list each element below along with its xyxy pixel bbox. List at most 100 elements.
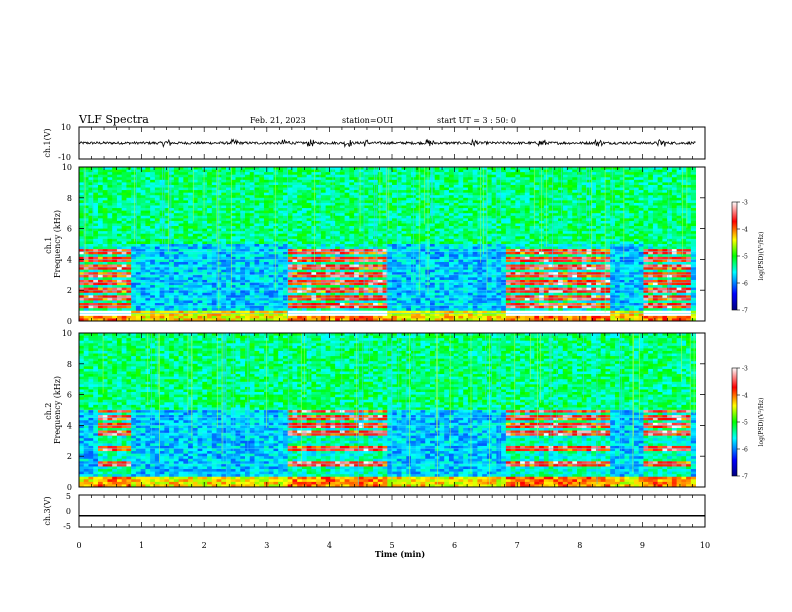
spectrogram-cell xyxy=(93,254,99,258)
spectrogram-cell xyxy=(102,285,108,289)
spectrogram-cell xyxy=(373,226,379,229)
station-label: station=OUI xyxy=(342,116,393,125)
spectrogram-cell xyxy=(240,169,246,173)
spectrogram-cell xyxy=(420,318,426,322)
spectrogram-cell xyxy=(183,195,189,199)
spectrogram-cell xyxy=(230,179,236,183)
spectrogram-cell xyxy=(226,315,232,319)
spectrogram-cell xyxy=(93,264,99,268)
spectrogram-cell xyxy=(79,279,85,283)
spectrogram-cell xyxy=(135,228,142,232)
spectrogram-cell xyxy=(245,195,251,199)
spectrogram-cell xyxy=(387,274,393,278)
spectrogram-cell xyxy=(192,315,198,319)
spectrogram-cell xyxy=(135,220,142,224)
spectrogram-cell xyxy=(311,202,317,206)
spectrogram-cell xyxy=(439,259,445,263)
spectrogram-cell xyxy=(316,210,322,214)
spectrogram-cell xyxy=(150,272,156,276)
spectrogram-cell xyxy=(287,264,293,268)
spectrogram-cell xyxy=(197,315,203,319)
spectrogram-cell xyxy=(406,192,412,196)
spectrogram-cell xyxy=(434,292,440,296)
spectrogram-cell xyxy=(349,236,355,240)
spectrogram-cell xyxy=(249,244,255,247)
spectrogram-cell xyxy=(169,251,175,255)
spectrogram-cell xyxy=(221,172,227,176)
spectrogram-cell xyxy=(145,246,151,250)
spectrogram-cell xyxy=(406,208,412,212)
spectrogram-cell xyxy=(439,226,445,229)
spectrogram-cell xyxy=(83,251,89,255)
spectrogram-cell xyxy=(245,172,251,176)
spectrogram-cell xyxy=(259,295,265,299)
spectrogram-cell xyxy=(188,261,194,265)
spectrogram-cell xyxy=(259,223,265,227)
spectrogram-cell xyxy=(377,297,383,301)
spectrogram-cell xyxy=(116,223,123,227)
spectrogram-cell xyxy=(406,167,412,170)
spectrogram-cell xyxy=(458,200,464,204)
spectrogram-cell xyxy=(235,313,241,317)
spectrogram-cell xyxy=(263,244,270,247)
spectrogram-cell xyxy=(453,172,459,176)
spectrogram-cell xyxy=(339,190,346,194)
spectrogram-cell xyxy=(363,197,369,201)
spectrogram-cell xyxy=(169,215,175,219)
spectrogram-cell xyxy=(131,182,137,186)
spectrogram-cell xyxy=(363,277,369,281)
spectrogram-cell xyxy=(178,215,184,219)
spectrogram-cell xyxy=(411,297,417,301)
spectrogram-cell xyxy=(354,261,360,265)
spectrogram-cell xyxy=(107,251,113,255)
spectrogram-cell xyxy=(349,261,355,265)
spectrogram-cell xyxy=(439,192,445,196)
spectrogram-cell xyxy=(401,233,407,237)
spectrogram-cell xyxy=(273,251,279,255)
spectrogram-cell xyxy=(145,220,151,224)
spectrogram-cell xyxy=(268,202,274,206)
spectrogram-cell xyxy=(358,290,364,294)
spectrogram-cell xyxy=(339,282,346,286)
spectrogram-cell xyxy=(268,236,274,240)
spectrogram-cell xyxy=(339,177,346,181)
spectrogram-cell xyxy=(467,195,474,199)
spectrogram-cell xyxy=(297,228,303,232)
spectrogram-cell xyxy=(325,303,331,306)
spectrogram-cell xyxy=(150,292,156,296)
spectrogram-cell xyxy=(93,249,99,253)
spectrogram-cell xyxy=(339,285,346,289)
spectrogram-cell xyxy=(202,172,208,176)
spectrogram-cell xyxy=(401,287,407,291)
spectrogram-cell xyxy=(150,256,156,260)
spectrogram-cell xyxy=(197,215,203,219)
spectrogram-cell xyxy=(320,174,327,178)
spectrogram-cell xyxy=(173,174,179,178)
spectrogram-cell xyxy=(79,313,85,317)
spectrogram-cell xyxy=(211,233,217,237)
spectrogram-cell xyxy=(235,231,241,235)
spectrogram-cell xyxy=(287,223,293,227)
spectrogram-cell xyxy=(278,213,284,217)
spectrogram-cell xyxy=(311,187,317,191)
spectrogram-cell xyxy=(453,233,459,237)
spectrogram-cell xyxy=(349,210,355,214)
spectrogram-cell xyxy=(358,264,364,268)
spectrogram-cell xyxy=(463,205,469,209)
spectrogram-cell xyxy=(387,267,393,271)
spectrogram-cell xyxy=(406,269,412,273)
spectrogram-cell xyxy=(154,200,161,204)
spectrogram-cell xyxy=(406,238,412,242)
spectrogram-cell xyxy=(140,269,146,273)
spectrogram-cell xyxy=(282,259,289,263)
spectrogram-cell xyxy=(226,310,232,314)
spectrogram-cell xyxy=(377,264,383,268)
spectrogram-cell xyxy=(373,190,379,194)
spectrogram-cell xyxy=(316,292,322,296)
spectrogram-cell xyxy=(273,254,279,258)
spectrogram-cell xyxy=(406,233,412,237)
spectrogram-cell xyxy=(311,177,317,181)
spectrogram-cell xyxy=(116,297,123,301)
spectrogram-cell xyxy=(135,251,142,255)
spectrogram-cell xyxy=(268,259,274,263)
